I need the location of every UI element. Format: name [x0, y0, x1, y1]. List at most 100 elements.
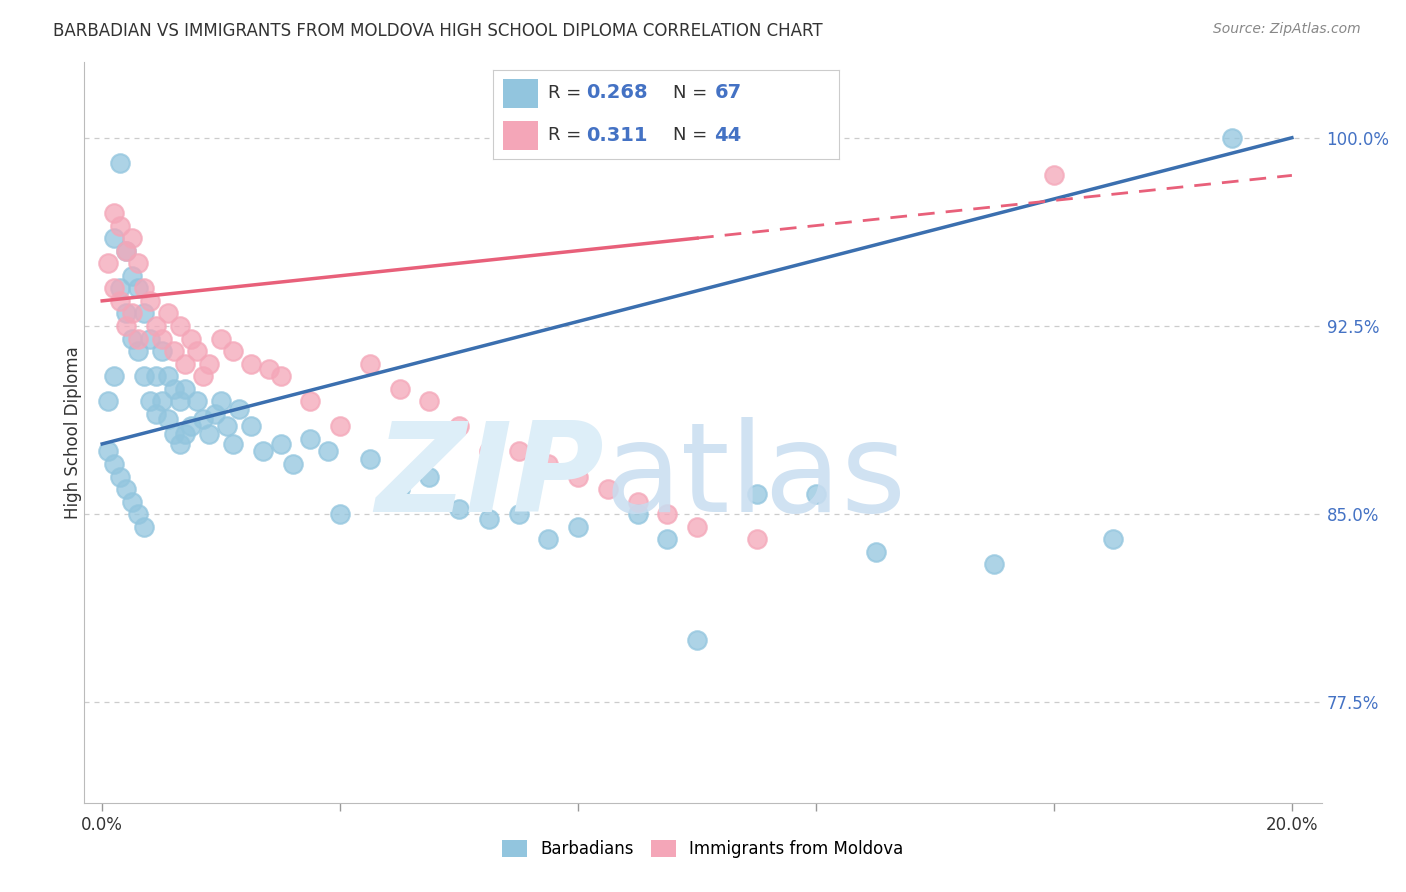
Point [115, 318, 138, 333]
Point [626, 507, 648, 521]
Text: Source: ZipAtlas.com: Source: ZipAtlas.com [1213, 22, 1361, 37]
Point [567, 469, 589, 483]
Point [252, 444, 274, 458]
Point [745, 487, 768, 501]
Point [145, 407, 167, 421]
Point [145, 369, 167, 384]
Point [281, 457, 304, 471]
Point [228, 401, 250, 416]
Point [115, 306, 138, 320]
Point [115, 244, 138, 258]
Point [132, 520, 155, 534]
Point [150, 394, 173, 409]
Point [97, 444, 120, 458]
Point [108, 293, 131, 308]
Point [983, 558, 1005, 572]
Point [174, 382, 197, 396]
Point [121, 494, 143, 508]
Point [567, 520, 589, 534]
Point [217, 419, 239, 434]
Point [103, 281, 125, 295]
Point [193, 412, 215, 426]
Point [121, 268, 143, 283]
Point [108, 281, 131, 295]
Point [239, 357, 262, 371]
Point [686, 632, 709, 647]
Point [108, 156, 131, 170]
Text: atlas: atlas [605, 417, 905, 538]
Point [537, 533, 560, 547]
Point [127, 507, 149, 521]
Point [186, 394, 208, 409]
Point [115, 482, 138, 496]
Point [193, 369, 215, 384]
Point [97, 256, 120, 270]
Point [657, 507, 679, 521]
Point [127, 256, 149, 270]
Point [150, 331, 173, 345]
Point [198, 357, 221, 371]
Point [180, 419, 202, 434]
Point [257, 361, 280, 376]
Point [121, 306, 143, 320]
Point [174, 357, 197, 371]
Point [270, 369, 292, 384]
Point [359, 452, 381, 467]
Text: BARBADIAN VS IMMIGRANTS FROM MOLDOVA HIGH SCHOOL DIPLOMA CORRELATION CHART: BARBADIAN VS IMMIGRANTS FROM MOLDOVA HIG… [53, 22, 823, 40]
Legend: Barbadians, Immigrants from Moldova: Barbadians, Immigrants from Moldova [496, 833, 910, 865]
Point [198, 426, 221, 441]
Point [1222, 130, 1244, 145]
Point [596, 482, 619, 496]
Point [686, 520, 709, 534]
Point [174, 426, 197, 441]
Point [121, 331, 143, 345]
Point [139, 293, 162, 308]
Point [162, 344, 184, 359]
Point [657, 533, 679, 547]
Point [329, 507, 352, 521]
Point [388, 482, 411, 496]
Point [162, 382, 184, 396]
Point [745, 533, 768, 547]
Point [299, 432, 322, 446]
Point [329, 419, 352, 434]
Point [169, 318, 191, 333]
Point [103, 231, 125, 245]
Point [156, 412, 179, 426]
Point [132, 281, 155, 295]
Point [449, 502, 471, 516]
Point [626, 494, 648, 508]
Point [103, 369, 125, 384]
Point [180, 331, 202, 345]
Point [139, 331, 162, 345]
Point [316, 444, 339, 458]
Point [162, 426, 184, 441]
Point [156, 306, 179, 320]
Point [127, 331, 149, 345]
Point [865, 545, 887, 559]
Point [209, 331, 232, 345]
Point [127, 344, 149, 359]
Point [449, 419, 471, 434]
Point [222, 437, 245, 451]
Point [388, 382, 411, 396]
Point [103, 206, 125, 220]
Point [299, 394, 322, 409]
Point [508, 507, 530, 521]
Point [359, 357, 381, 371]
Point [537, 457, 560, 471]
Point [239, 419, 262, 434]
Point [169, 394, 191, 409]
Point [132, 306, 155, 320]
Point [127, 281, 149, 295]
Point [478, 512, 501, 526]
Point [169, 437, 191, 451]
Point [209, 394, 232, 409]
Point [204, 407, 226, 421]
Point [145, 318, 167, 333]
Point [108, 469, 131, 483]
Point [115, 244, 138, 258]
Text: ZIP: ZIP [375, 417, 605, 538]
Point [418, 469, 440, 483]
Point [418, 394, 440, 409]
